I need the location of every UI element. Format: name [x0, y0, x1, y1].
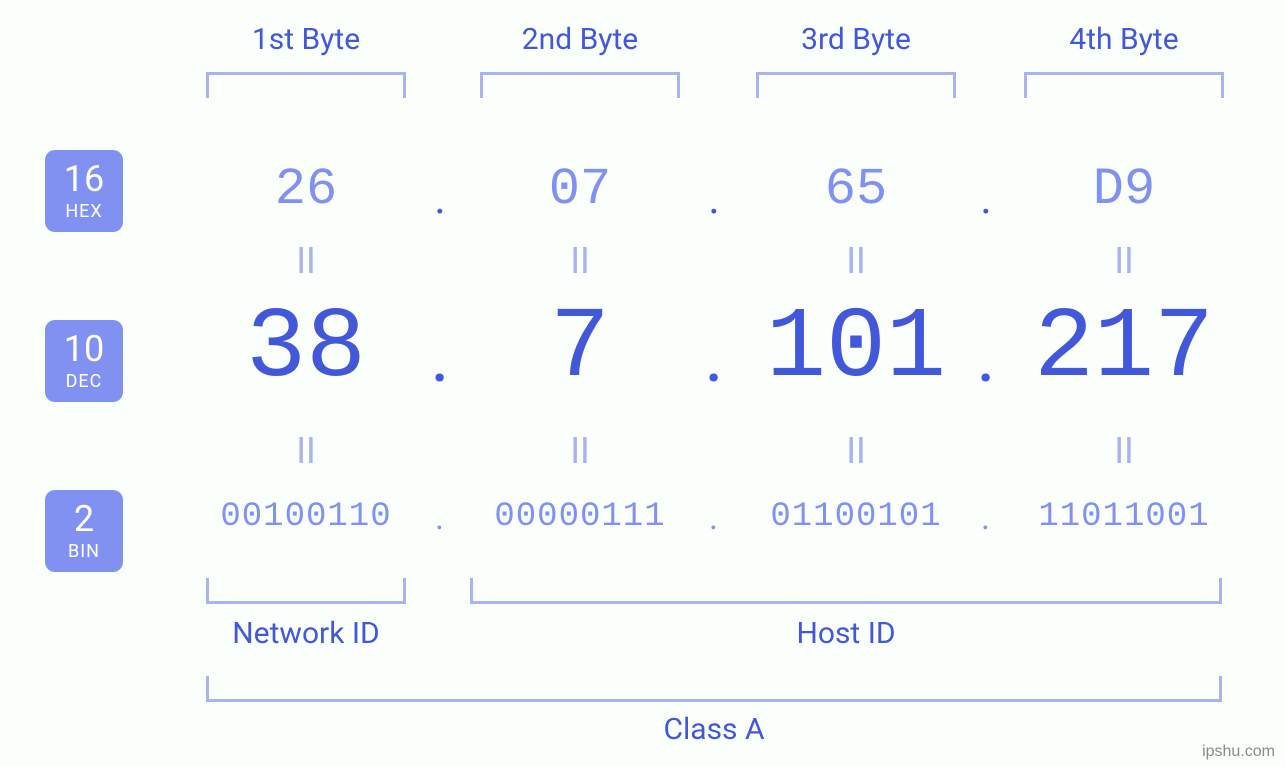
hex-base-number: 16	[64, 160, 104, 200]
class-bracket	[206, 676, 1222, 702]
hex-badge: 16 HEX	[45, 150, 123, 232]
hex-dot-3: .	[966, 172, 1006, 224]
dec-byte-4: 217	[1024, 300, 1224, 400]
dec-base-label: DEC	[66, 372, 103, 392]
byte-bracket-4	[1024, 72, 1224, 98]
dec-dot-3: .	[966, 320, 1006, 394]
hex-dot-1: .	[420, 172, 460, 224]
byte-header-1: 1st Byte	[206, 22, 406, 57]
bin-byte-4: 11011001	[1024, 498, 1224, 536]
byte-bracket-3	[756, 72, 956, 98]
byte-header-3: 3rd Byte	[756, 22, 956, 57]
host-id-label: Host ID	[470, 616, 1222, 651]
eq-dec-bin-4: II	[1024, 430, 1224, 472]
bin-base-label: BIN	[68, 542, 100, 562]
hex-base-label: HEX	[65, 202, 102, 222]
dec-dot-1: .	[420, 320, 460, 394]
byte-header-2: 2nd Byte	[480, 22, 680, 57]
bin-byte-2: 00000111	[480, 498, 680, 536]
bin-byte-3: 01100101	[756, 498, 956, 536]
hex-byte-4: D9	[1024, 160, 1224, 219]
network-id-label: Network ID	[206, 616, 406, 651]
dec-badge: 10 DEC	[45, 320, 123, 402]
byte-header-4: 4th Byte	[1024, 22, 1224, 57]
eq-hex-dec-4: II	[1024, 240, 1224, 282]
dec-byte-3: 101	[756, 300, 956, 400]
byte-bracket-2	[480, 72, 680, 98]
eq-dec-bin-2: II	[480, 430, 680, 472]
dec-byte-1: 38	[206, 300, 406, 400]
eq-hex-dec-2: II	[480, 240, 680, 282]
bin-dot-1: .	[420, 498, 460, 538]
network-id-bracket	[206, 578, 406, 604]
hex-byte-3: 65	[756, 160, 956, 219]
hex-dot-2: .	[694, 172, 734, 224]
watermark: ipshu.com	[1202, 743, 1275, 761]
eq-dec-bin-3: II	[756, 430, 956, 472]
bin-badge: 2 BIN	[45, 490, 123, 572]
bin-dot-3: .	[966, 498, 1006, 538]
eq-dec-bin-1: II	[206, 430, 406, 472]
class-label: Class A	[206, 712, 1222, 747]
host-id-bracket	[470, 578, 1222, 604]
bin-byte-1: 00100110	[206, 498, 406, 536]
dec-base-number: 10	[64, 330, 104, 370]
byte-bracket-1	[206, 72, 406, 98]
dec-dot-2: .	[694, 320, 734, 394]
bin-dot-2: .	[694, 498, 734, 538]
eq-hex-dec-3: II	[756, 240, 956, 282]
dec-byte-2: 7	[480, 300, 680, 400]
hex-byte-1: 26	[206, 160, 406, 219]
bin-base-number: 2	[74, 500, 94, 540]
hex-byte-2: 07	[480, 160, 680, 219]
eq-hex-dec-1: II	[206, 240, 406, 282]
